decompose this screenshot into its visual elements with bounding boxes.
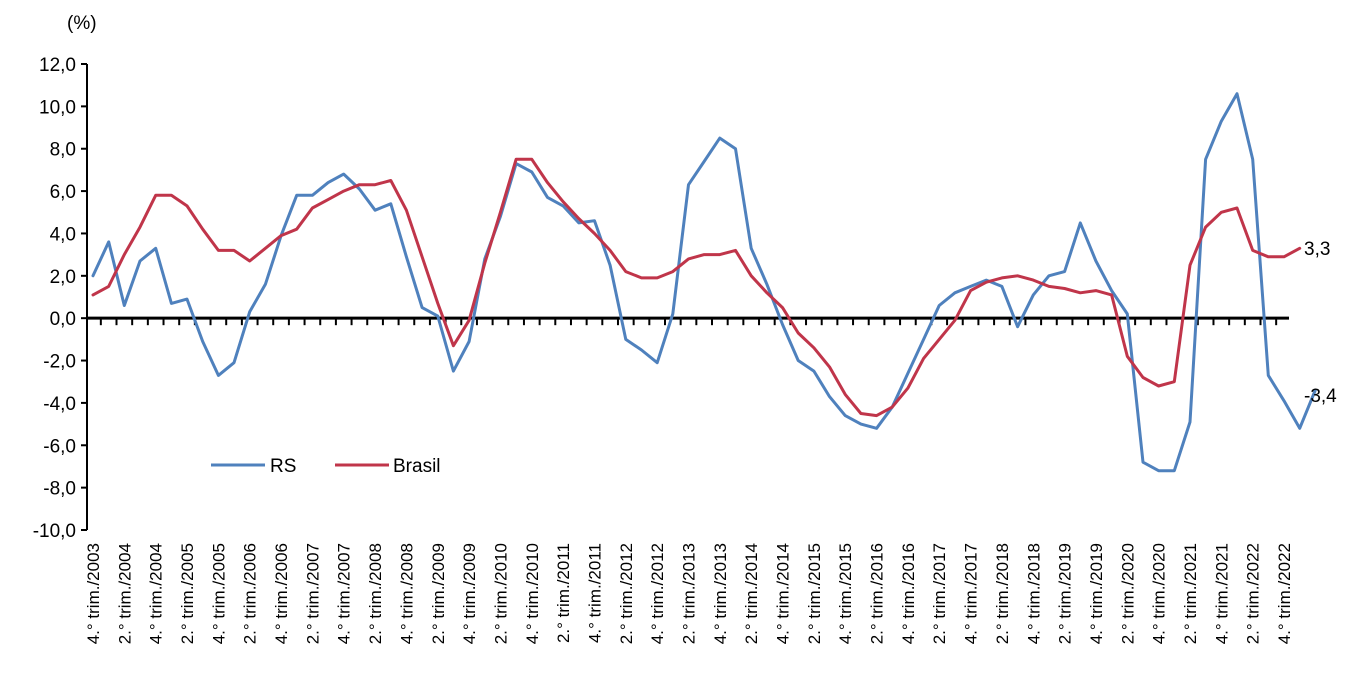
x-tick-label: 4.° trim./2017 bbox=[962, 543, 981, 644]
y-tick-label: -8,0 bbox=[43, 479, 76, 500]
x-tick-label: 2.° trim./2019 bbox=[1056, 543, 1075, 644]
y-axis-ticks: 12,0 10,0 8,0 6,0 4,0 2,0 0,0 -2,0 -4,0 -6,0 -8,0 -… bbox=[33, 55, 87, 542]
y-tick-label: -2,0 bbox=[43, 352, 76, 373]
x-tick-label: 4.° trim./2019 bbox=[1087, 543, 1106, 644]
x-tick-label: 4.° trim./2005 bbox=[209, 543, 228, 644]
y-axis-unit-label: (%) bbox=[67, 13, 97, 34]
x-tick-label: 2.° trim./2011 bbox=[554, 543, 573, 643]
legend-rs-label: RS bbox=[270, 456, 296, 477]
y-tick-label: 12,0 bbox=[39, 55, 76, 76]
y-tick-label: 6,0 bbox=[50, 182, 76, 203]
x-tick-label: 2.° trim./2015 bbox=[805, 543, 824, 644]
y-tick-label: 0,0 bbox=[50, 309, 76, 330]
x-tick-label: 2.° trim./2005 bbox=[178, 543, 197, 644]
x-tick-label: 2.° trim./2012 bbox=[617, 543, 636, 644]
x-tick-label: 4.° trim./2010 bbox=[523, 543, 542, 644]
x-tick-label: 2.° trim./2014 bbox=[742, 543, 761, 644]
x-tick-label: 4.° trim./2008 bbox=[397, 543, 416, 644]
x-tick-label: 2.° trim./2022 bbox=[1244, 543, 1263, 644]
y-tick-label: 8,0 bbox=[50, 140, 76, 161]
x-tick-label: 4.° trim./2006 bbox=[272, 543, 291, 644]
y-tick-label: -4,0 bbox=[43, 394, 76, 415]
legend: RS Brasil bbox=[211, 456, 441, 477]
x-tick-label: 4.° trim./2009 bbox=[460, 543, 479, 644]
x-tick-label: 4.° trim./2014 bbox=[774, 543, 793, 644]
end-label-brasil: 3,3 bbox=[1304, 239, 1330, 260]
x-tick-label: 4.° trim./2021 bbox=[1212, 543, 1231, 644]
x-tick-label: 2.° trim./2009 bbox=[429, 543, 448, 644]
y-tick-label: 4,0 bbox=[50, 224, 76, 245]
x-tick-label: 4.° trim./2012 bbox=[648, 543, 667, 644]
x-tick-label: 2.° trim./2016 bbox=[868, 543, 887, 644]
x-tick-label: 2.° trim./2017 bbox=[930, 543, 949, 644]
x-tick-label: 2.° trim./2006 bbox=[241, 543, 260, 644]
x-tick-label: 2.° trim./2004 bbox=[115, 543, 134, 644]
x-axis-labels: 4.° trim./2003 2.° trim./2004 4.° trim./20… bbox=[84, 543, 1294, 644]
x-tick-label: 4.° trim./2007 bbox=[335, 543, 354, 644]
x-tick-label: 4.° trim./2015 bbox=[836, 543, 855, 644]
x-tick-label: 4.° trim./2022 bbox=[1275, 543, 1294, 644]
x-tick-label: 2.° trim./2020 bbox=[1118, 543, 1137, 644]
x-tick-label: 4.° trim./2004 bbox=[147, 543, 166, 644]
x-tick-label: 4.° trim./2011 bbox=[585, 543, 604, 643]
x-tick-label: 4.° trim./2013 bbox=[711, 543, 730, 644]
x-tick-label: 4.° trim./2003 bbox=[84, 543, 103, 644]
y-tick-label: -10,0 bbox=[33, 521, 76, 542]
series-line-rs bbox=[91, 92, 1317, 473]
series-line-brasil bbox=[91, 157, 1302, 418]
y-tick-label: -6,0 bbox=[43, 436, 76, 457]
x-tick-label: 2.° trim./2018 bbox=[993, 543, 1012, 644]
x-tick-label: 2.° trim./2021 bbox=[1181, 543, 1200, 644]
x-tick-label: 4.° trim./2018 bbox=[1024, 543, 1043, 644]
y-tick-label: 2,0 bbox=[50, 267, 76, 288]
x-tick-label: 2.° trim./2010 bbox=[491, 543, 510, 644]
end-label-rs: -3,4 bbox=[1304, 386, 1337, 407]
series-layer bbox=[91, 92, 1317, 473]
x-tick-label: 4.° trim./2020 bbox=[1150, 543, 1169, 644]
x-tick-label: 2.° trim./2008 bbox=[366, 543, 385, 644]
x-tick-label: 2.° trim./2007 bbox=[303, 543, 322, 644]
y-tick-label: 10,0 bbox=[39, 97, 76, 118]
x-tick-label: 2.° trim./2013 bbox=[680, 543, 699, 644]
x-tick-label: 4.° trim./2016 bbox=[899, 543, 918, 644]
legend-brasil-label: Brasil bbox=[393, 456, 441, 477]
